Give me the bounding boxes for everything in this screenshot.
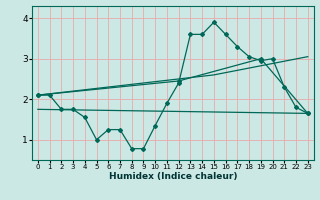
- X-axis label: Humidex (Indice chaleur): Humidex (Indice chaleur): [108, 172, 237, 181]
